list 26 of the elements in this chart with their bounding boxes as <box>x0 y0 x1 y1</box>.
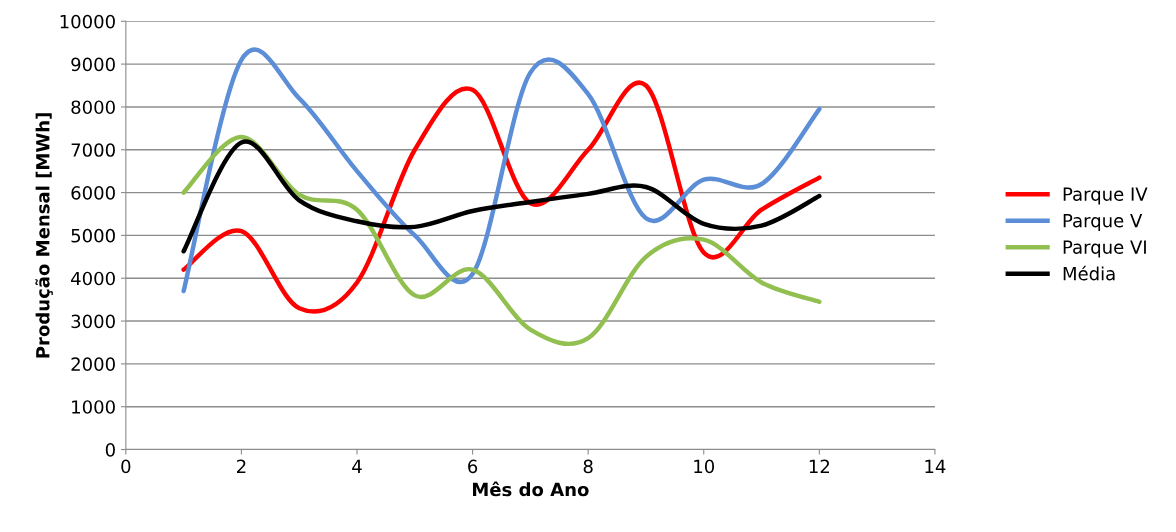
y-tick-label: 2000 <box>71 357 115 371</box>
legend-label: Média <box>1063 265 1115 281</box>
x-tick-label: 4 <box>352 459 362 473</box>
legend-label: Parque IV <box>1063 187 1148 205</box>
y-tick-label: 9000 <box>71 57 115 72</box>
x-tick-label: 8 <box>583 459 593 474</box>
legend-label: Parque V <box>1063 213 1143 231</box>
y-axis-title: Produção Mensal [MWh] <box>35 113 53 358</box>
x-axis-title: Mês do Ano <box>472 481 589 497</box>
legend-label: Parque VI <box>1063 240 1146 258</box>
y-tick-label: 3000 <box>71 314 115 329</box>
y-tick-label: 5000 <box>71 228 115 243</box>
line-series <box>181 139 822 254</box>
x-tick-label: 2 <box>237 459 246 473</box>
y-tick-label: 8000 <box>71 100 115 115</box>
x-tick-label: 10 <box>694 459 715 474</box>
x-tick-label: 12 <box>809 459 830 473</box>
y-tick-label: 7000 <box>71 143 115 157</box>
y-tick-label: 0 <box>105 443 115 457</box>
x-tick-label: 6 <box>468 459 478 474</box>
y-tick-label: 10000 <box>60 14 115 29</box>
y-tick-label: 6000 <box>71 186 115 200</box>
x-tick-label: 0 <box>121 459 131 474</box>
y-tick-label: 4000 <box>71 271 115 286</box>
y-tick-label: 1000 <box>72 400 115 414</box>
x-tick-label: 14 <box>925 459 946 473</box>
